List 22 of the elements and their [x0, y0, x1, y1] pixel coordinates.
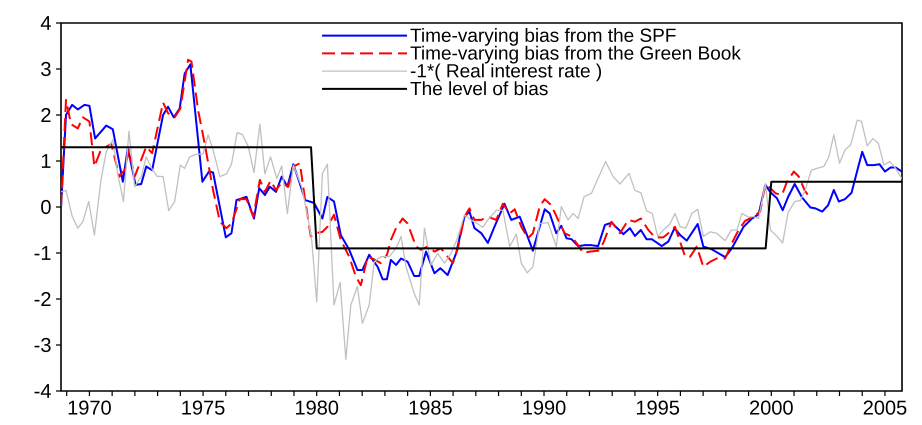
x-tick-label: 1980 — [296, 400, 338, 415]
y-tick-label: -3 — [34, 338, 51, 352]
y-tick-label: -1 — [34, 246, 50, 260]
legend-label: The level of bias — [410, 81, 548, 96]
legend-label: Time-varying bias from the SPF — [410, 28, 676, 46]
y-tick-label: -4 — [34, 384, 51, 398]
y-tick-label: 4 — [40, 16, 51, 30]
x-tick-label: 2000 — [750, 400, 793, 415]
y-tick-label: 0 — [41, 200, 51, 214]
x-tick-label: 1970 — [68, 400, 111, 415]
x-tick-label: 1990 — [523, 400, 566, 415]
x-tick-label: 1975 — [182, 400, 224, 415]
y-tick-label: 2 — [41, 108, 50, 122]
legend-label: Time-varying bias from the Green Book — [410, 46, 741, 64]
y-tick-label: -2 — [34, 292, 50, 306]
line-series — [61, 119, 902, 360]
x-tick-label: 2005 — [864, 400, 906, 415]
legend-label: -1*( Real interest rate ) — [410, 64, 602, 82]
x-tick-label: 1985 — [410, 400, 452, 415]
x-tick-label: 1995 — [636, 400, 680, 415]
y-tick-label: 1 — [42, 154, 50, 168]
y-tick-label: 3 — [41, 62, 51, 76]
